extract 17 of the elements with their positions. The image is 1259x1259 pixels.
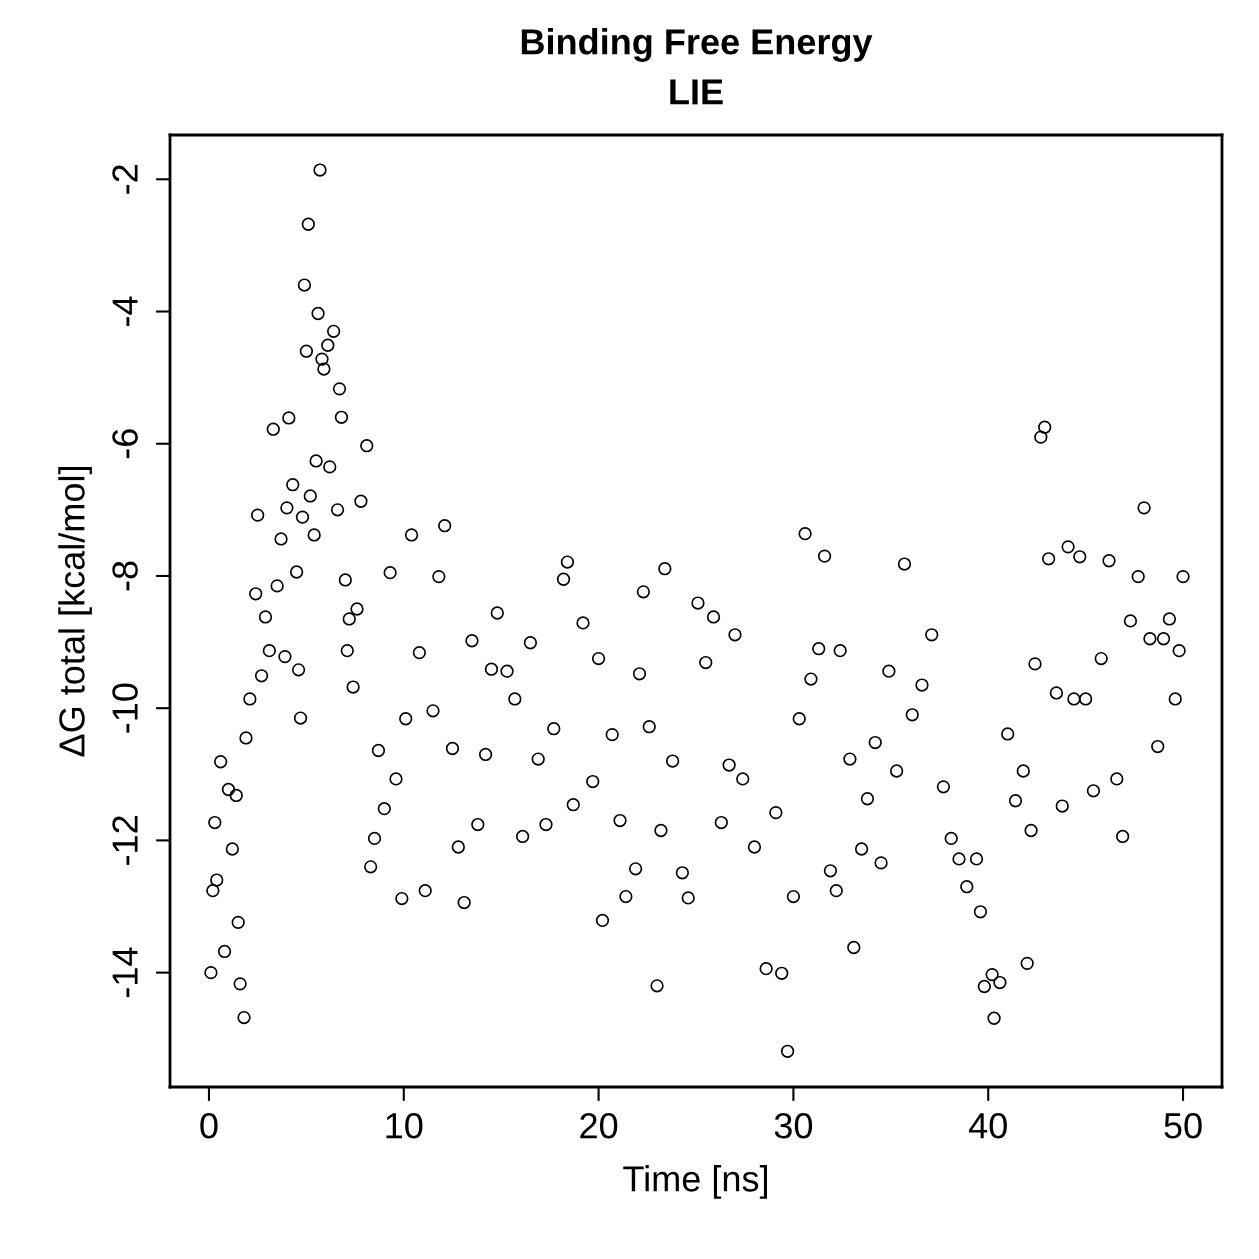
x-tick-label: 30 xyxy=(774,1112,813,1139)
x-tick-label: 40 xyxy=(968,1112,1007,1139)
x-tick-label: 10 xyxy=(386,1112,423,1139)
y-tick-label: -2 xyxy=(112,165,138,194)
y-tick-label: -12 xyxy=(112,816,138,865)
y-tick-label: -14 xyxy=(112,947,138,998)
chart-title: Binding Free Energy xyxy=(521,28,873,62)
y-tick-label: -6 xyxy=(112,429,138,459)
chart-subtitle: LIE xyxy=(670,79,723,105)
x-tick-label: 0 xyxy=(200,1112,218,1139)
x-tick-label: 50 xyxy=(1164,1112,1202,1139)
x-tick-label: 20 xyxy=(580,1112,618,1139)
y-tick-label: -8 xyxy=(112,561,138,591)
x-axis-title: Time [ns] xyxy=(623,1165,767,1199)
y-tick-label: -10 xyxy=(112,683,138,733)
y-tick-label: -4 xyxy=(112,296,138,326)
y-axis-title: ΔG total [kcal/mol] xyxy=(58,467,92,757)
